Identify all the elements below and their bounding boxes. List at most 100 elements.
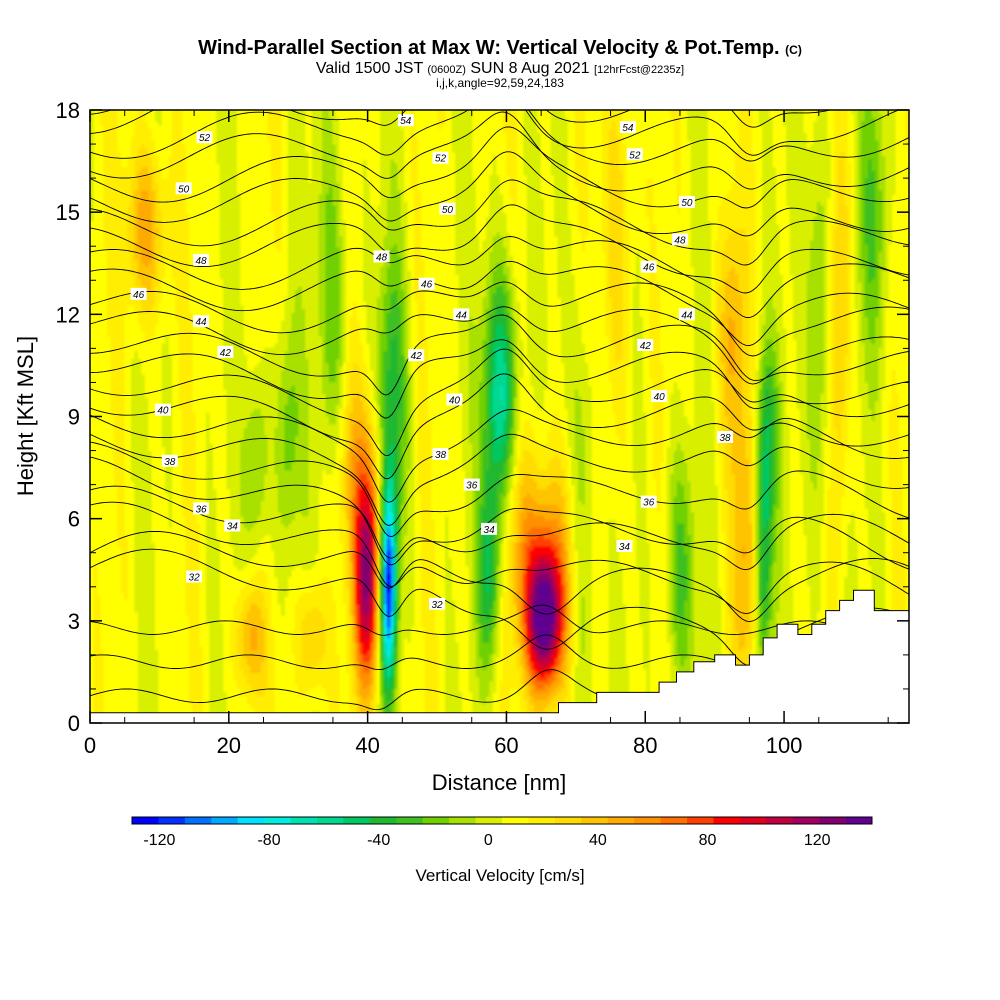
contour-label-text: 42 [411, 351, 423, 362]
colorbar-swatch [475, 817, 503, 824]
y-tick-label: 12 [56, 302, 80, 327]
contour-label-text: 32 [189, 573, 201, 584]
contour-label-text: 38 [164, 457, 176, 468]
isentrope-46-half [90, 236, 909, 318]
contour-label-text: 40 [157, 406, 169, 417]
x-tick-label: 40 [355, 733, 379, 758]
contour-label-box [463, 478, 480, 491]
contour-label: 54 [397, 114, 414, 127]
terrain-mask [90, 589, 909, 723]
chart-index-line: i,j,k,angle=92,59,24,183 [436, 76, 564, 90]
contour-label-box [154, 403, 171, 416]
contour-label-text: 34 [484, 525, 496, 536]
contour-label-text: 36 [466, 481, 478, 492]
contour-label-box [397, 114, 414, 127]
isentrope-44 [90, 306, 909, 385]
contour-label-box [418, 277, 435, 290]
contour-label-text: 48 [674, 235, 686, 246]
contour-label-text: 50 [681, 198, 693, 209]
contour-label-text: 52 [435, 154, 447, 165]
contour-label: 48 [193, 253, 210, 267]
contour-label-box [453, 308, 470, 321]
colorbar-swatch [158, 817, 186, 824]
contour-label-text: 34 [227, 521, 239, 532]
contour-label-box [439, 202, 456, 215]
colorbar-swatch [422, 817, 450, 824]
contour-label-text: 52 [629, 150, 641, 161]
contour-label-box [193, 502, 210, 515]
colorbar-swatch [766, 817, 794, 824]
contour-label: 34 [481, 522, 498, 536]
contour-label-box [640, 495, 657, 508]
contour-label-box [717, 430, 734, 443]
contour-label-box [651, 390, 668, 403]
colorbar-swatch [502, 817, 529, 824]
contour-label-box [616, 539, 633, 552]
colorbar-swatch [264, 817, 291, 824]
colorbar-swatch [819, 817, 846, 824]
isentrope-34 [90, 501, 909, 615]
colorbar-swatch [660, 817, 688, 824]
contour-label-box [186, 570, 203, 583]
colorbar-tick-label: 40 [589, 832, 607, 849]
contour-label: 34 [224, 519, 241, 532]
contour-label-box [429, 597, 446, 610]
contour-label: 38 [161, 454, 178, 468]
colorbar-tick-label: 0 [484, 832, 493, 849]
colorbar-tick-label: 120 [804, 832, 831, 849]
contour-label: 44 [453, 308, 470, 321]
contour-label: 46 [640, 260, 657, 274]
contour-label-text: 38 [720, 433, 732, 444]
colorbar-swatch [687, 817, 714, 824]
contour-label-text: 44 [195, 317, 207, 328]
isentrope-52 [90, 111, 909, 192]
contour-label: 44 [193, 315, 210, 328]
contour-label: 46 [130, 287, 147, 301]
contour-label-text: 42 [640, 341, 652, 352]
contour-labels: 32 32 34 34 34 36 36 36 38 38 38 40 40 40 42 42 42 44 44 44… [130, 114, 734, 611]
contour-label: 52 [196, 131, 213, 144]
contour-label-box [678, 195, 695, 208]
x-tick-label: 20 [217, 733, 241, 758]
contour-label: 36 [640, 495, 657, 509]
contour-label-text: 52 [199, 133, 211, 144]
x-tick-label: 60 [494, 733, 518, 758]
x-axis: 0 20 40 60 80 100 [84, 110, 889, 758]
colorbar-frame [131, 816, 873, 825]
isentrope-32-half [90, 530, 909, 623]
contour-label-text: 36 [195, 504, 207, 515]
contour-label-text: 38 [435, 450, 447, 461]
chart-subtitle: Valid 1500 JST (0600Z) SUN 8 Aug 2021 [1… [315, 60, 685, 77]
colorbar-swatch [713, 817, 741, 824]
colorbar-swatch [449, 817, 476, 824]
contour-label: 40 [651, 390, 668, 403]
chart-title: Wind-Parallel Section at Max W: Vertical… [198, 37, 802, 59]
colorbar-tick-label: 80 [699, 832, 717, 849]
isentrope-36-half [90, 441, 909, 538]
isentrope-46 [90, 260, 909, 346]
contour-label: 36 [193, 502, 210, 515]
contour-label-text: 44 [456, 310, 468, 321]
contour-label-box [175, 182, 192, 195]
isentrope-44-half [90, 281, 909, 357]
isentrope-36 [90, 456, 909, 570]
contour-label-text: 40 [449, 395, 461, 406]
contour-label: 38 [717, 430, 734, 444]
contour-label-text: 54 [622, 123, 634, 134]
contour-label-text: 48 [195, 256, 207, 267]
colorbar-swatch [184, 817, 212, 824]
isentrope-38 [90, 433, 909, 526]
contour-label-box [671, 233, 688, 246]
x-tick-label: 0 [84, 733, 96, 758]
contour-label: 52 [626, 148, 643, 161]
y-tick-label: 3 [68, 609, 80, 634]
colorbar-tick-label: -80 [257, 832, 280, 849]
contour-label-box [373, 250, 390, 263]
colorbar-swatch [290, 817, 318, 824]
colorbar-swatch [237, 817, 265, 824]
contour-label: 42 [217, 345, 234, 359]
contour-label-text: 46 [643, 263, 655, 274]
x-tick-label: 100 [766, 733, 803, 758]
contour-label: 38 [432, 447, 449, 461]
